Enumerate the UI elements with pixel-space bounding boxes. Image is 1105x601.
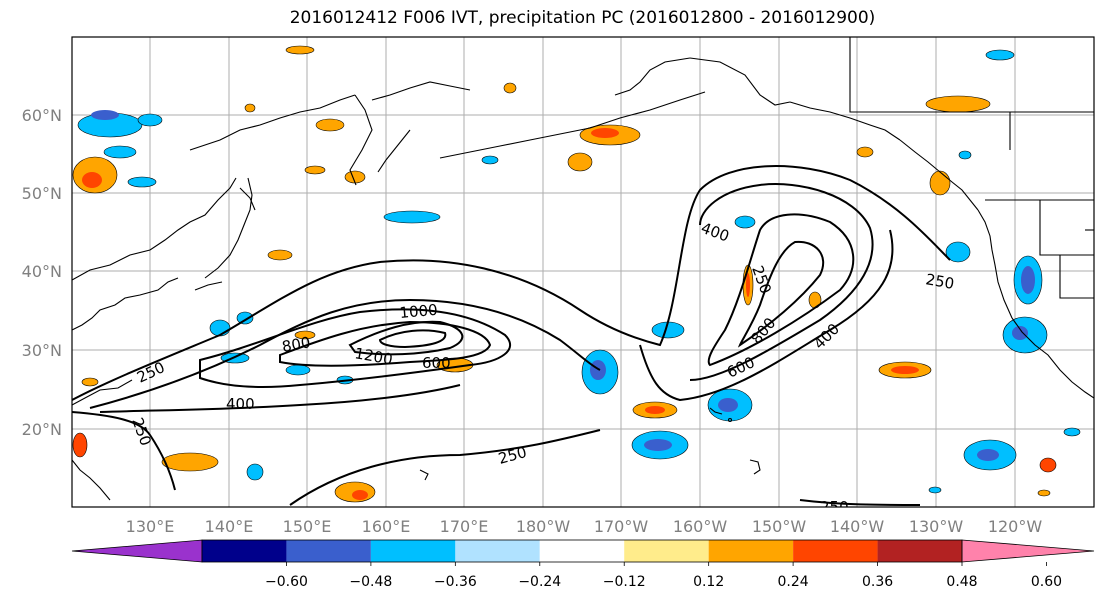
longitude-label: 120°W bbox=[988, 517, 1043, 536]
contour-label: 250 bbox=[820, 498, 849, 516]
colorbar-tick-label: 0.12 bbox=[693, 574, 724, 590]
colorbar-segment bbox=[877, 540, 962, 562]
colorbar-tick-label: −0.48 bbox=[349, 574, 392, 590]
colorbar-segment bbox=[370, 540, 456, 562]
colorbar-segment bbox=[286, 540, 371, 562]
coastlines bbox=[72, 37, 1094, 501]
longitude-label: 180°W bbox=[516, 517, 571, 536]
contour-label: 250 bbox=[924, 270, 955, 293]
latitude-label: 20°N bbox=[22, 420, 62, 439]
latitude-label: 60°N bbox=[22, 106, 62, 125]
colorbar-segment bbox=[455, 540, 540, 562]
precip-negative-areas bbox=[77, 49, 1081, 494]
longitude-label: 130°E bbox=[126, 517, 175, 536]
colorbar-segment bbox=[708, 540, 794, 562]
latitude-label: 50°N bbox=[22, 184, 62, 203]
longitude-label: 170°W bbox=[594, 517, 649, 536]
longitude-label: 160°W bbox=[673, 517, 728, 536]
contour-label: 600 bbox=[422, 354, 451, 372]
longitude-label: 130°W bbox=[909, 517, 964, 536]
colorbar-extension-high bbox=[961, 539, 1095, 563]
colorbar-tick-label: −0.24 bbox=[518, 574, 561, 590]
colorbar-segment bbox=[202, 540, 287, 562]
colorbar-segment bbox=[624, 540, 709, 562]
contour-label: 1000 bbox=[399, 301, 439, 322]
longitude-labels: 130°E 140°E 150°E 160°E 170°E 180°W 170°W 160°W… bbox=[126, 517, 1043, 536]
colorbar-tick-label: 0.48 bbox=[946, 574, 977, 590]
longitude-label: 150°E bbox=[283, 517, 332, 536]
contour-label: 400 bbox=[226, 395, 255, 413]
colorbar-frame bbox=[201, 539, 963, 563]
colorbar: −0.60 −0.48 −0.36 −0.24 −0.12 0.12 0.24 0.36 0.4… bbox=[71, 539, 1095, 590]
colorbar-segment bbox=[793, 540, 878, 562]
contour-label: 800 bbox=[281, 333, 312, 356]
colorbar-tick-label: −0.60 bbox=[265, 574, 308, 590]
colorbar-tick-label: 0.24 bbox=[778, 574, 809, 590]
colorbar-tick-label: −0.12 bbox=[603, 574, 646, 590]
precip-positive-areas bbox=[72, 45, 1057, 503]
gridlines bbox=[72, 37, 1094, 507]
colorbar-tick-label: 0.36 bbox=[862, 574, 893, 590]
map-title: 2016012412 F006 IVT, precipitation PC (2… bbox=[289, 8, 876, 28]
map-frame bbox=[71, 36, 1095, 508]
colorbar-tick-label: 0.60 bbox=[1031, 574, 1062, 590]
colorbar-extension-low bbox=[71, 539, 203, 563]
longitude-label: 160°E bbox=[362, 517, 411, 536]
latitude-label: 40°N bbox=[22, 262, 62, 281]
ivt-contours bbox=[72, 165, 951, 506]
longitude-label: 170°E bbox=[440, 517, 489, 536]
colorbar-segment bbox=[539, 540, 625, 562]
latitude-label: 30°N bbox=[22, 341, 62, 360]
longitude-label: 150°W bbox=[752, 517, 807, 536]
longitude-label: 140°W bbox=[830, 517, 885, 536]
colorbar-tick-label: −0.36 bbox=[434, 574, 477, 590]
latitude-labels: 60°N 50°N 40°N 30°N 20°N bbox=[22, 106, 62, 439]
longitude-label: 140°E bbox=[205, 517, 254, 536]
